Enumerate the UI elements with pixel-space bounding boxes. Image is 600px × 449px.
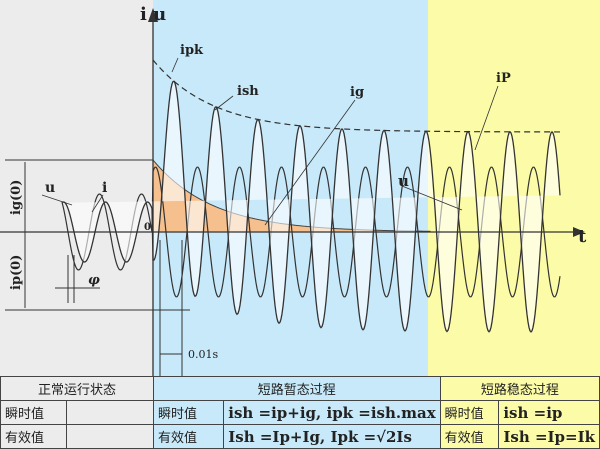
label-period: 0.01s bbox=[188, 348, 218, 361]
cell: 瞬时值 bbox=[152, 400, 225, 425]
value-arrow-icon bbox=[148, 8, 158, 22]
cell: 瞬时值 bbox=[439, 400, 500, 425]
voltage-curve bbox=[61, 166, 561, 298]
label-ish: ish bbox=[237, 84, 259, 99]
cell: 有效值 bbox=[152, 424, 225, 449]
state-table: 正常运行状态 短路暂态过程 短路稳态过程 瞬时值 瞬时值 ish =ip+ig, … bbox=[0, 376, 600, 449]
label-u: u bbox=[398, 172, 409, 190]
envelope-dashed bbox=[152, 59, 561, 133]
label-ip0: ip(0) bbox=[9, 255, 24, 290]
row-label: 有效值 bbox=[0, 424, 67, 449]
waveform-plot: i u t 0 ipk ish ig iP u u i ig(0) ip(0) … bbox=[0, 0, 600, 376]
time-arrow-icon bbox=[573, 227, 585, 237]
formula-cell: ish =ip+ig, ipk =ish.max bbox=[223, 400, 441, 425]
current-curve bbox=[61, 80, 561, 333]
label-ig: ig bbox=[350, 85, 364, 100]
formula-cell: Ish =Ip=Ik bbox=[498, 424, 600, 449]
label-ig0: ig(0) bbox=[9, 180, 24, 215]
row-label: 瞬时值 bbox=[0, 400, 67, 425]
formula-cell: ish =ip bbox=[498, 400, 600, 425]
header-transient: 短路暂态过程 bbox=[152, 376, 441, 401]
header-normal: 正常运行状态 bbox=[0, 376, 154, 401]
axis-label-iu: i u bbox=[140, 4, 166, 25]
decay-component-area bbox=[152, 158, 431, 233]
label-i-pre: i bbox=[102, 180, 107, 196]
formula-cell: Ish =Ip+Ig, Ipk =√2Is bbox=[223, 424, 441, 449]
header-steady: 短路稳态过程 bbox=[439, 376, 600, 401]
axis-label-t: t bbox=[578, 226, 587, 247]
origin-label: 0 bbox=[144, 222, 151, 233]
cell: 有效值 bbox=[439, 424, 500, 449]
label-ip: iP bbox=[496, 71, 511, 86]
label-phi: φ bbox=[88, 273, 100, 288]
label-u-pre: u bbox=[45, 180, 55, 196]
label-ipk: ipk bbox=[180, 43, 204, 58]
